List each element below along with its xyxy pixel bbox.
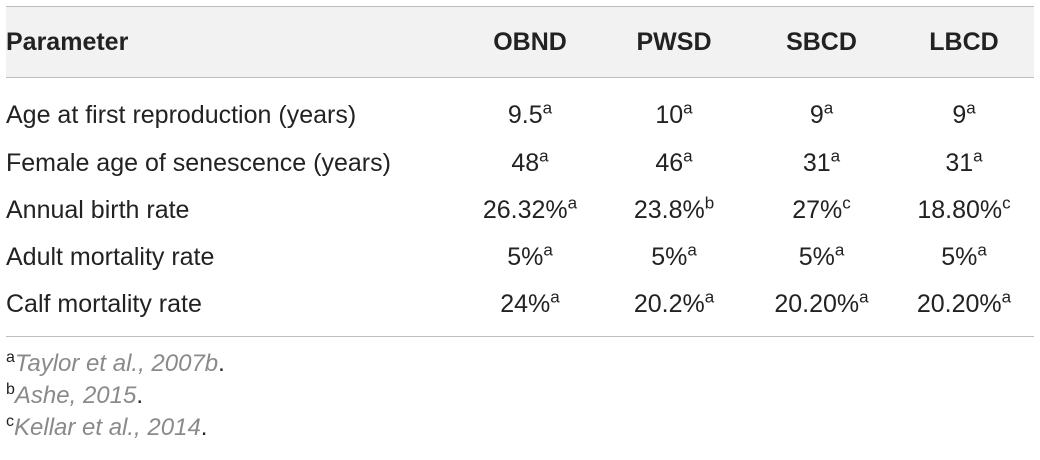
cell-footnote-mark: a [704,287,715,307]
cell-footnote-mark: a [683,98,693,118]
row-label: Age at first reproduction (years) [6,100,357,129]
table-row: Annual birth rate 26.32%a 23.8%b 27%c 18… [6,187,1034,234]
footnote-mark: b [6,381,15,398]
footnote-mark: a [6,349,15,366]
header-pwsd: PWSD [636,27,712,56]
table-cell: 18.80%c [894,187,1034,234]
row-label: Calf mortality rate [6,290,202,318]
cell-value: 20.20% [916,290,1002,318]
table-cell: 31a [749,140,894,187]
table-body: Age at first reproduction (years) 9.5a 1… [6,78,1034,337]
cell-footnote-mark: a [977,240,987,260]
header-parameter: Parameter [6,27,129,56]
table-footnotes: aTaylor et al., 2007b. bAshe, 2015. cKel… [6,348,225,444]
header-sbcd: SBCD [786,27,857,56]
table-cell: 10a [599,78,749,141]
table-cell: 48a [461,140,599,187]
table-row: Age at first reproduction (years) 9.5a 1… [6,78,1034,141]
cell-value: 5% [651,243,688,271]
cell-value: 31 [802,149,831,177]
cell-footnote-mark: a [830,146,841,166]
cell-value: 24% [500,290,551,318]
table-cell: 20.20%a [749,281,894,337]
cell-footnote-mark: a [543,240,553,260]
cell-footnote-mark: a [542,98,553,118]
table-cell: 5%a [894,234,1034,281]
cell-value: 5% [941,243,978,271]
table-cell: 31a [894,140,1034,187]
cell-value: 27% [792,196,843,224]
footnote-end: . [136,382,144,409]
cell-footnote-mark: a [539,146,549,166]
cell-footnote-mark: a [834,240,845,260]
header-obnd: OBND [493,27,567,56]
table-row: Female age of senescence (years) 48a 46a… [6,140,1034,187]
cell-footnote-mark: a [683,146,693,166]
table-cell: 26.32%a [461,187,599,234]
cell-value: 18.80% [917,196,1003,224]
cell-footnote-mark: a [966,98,976,118]
table-cell: 20.20%a [894,281,1034,337]
table-cell: 24%a [461,281,599,337]
table-cell: 9a [749,78,894,141]
table-cell: 5%a [749,234,894,281]
row-label: Annual birth rate [6,196,190,224]
cell-value: 9 [952,100,967,129]
cell-value: 31 [945,149,974,177]
cell-footnote-mark: b [704,193,715,213]
cell-footnote-mark: a [859,287,869,307]
table-cell: 46a [599,140,749,187]
footnote-end: . [218,350,225,377]
footnote-end: . [200,414,208,441]
cell-value: 20.2% [633,290,705,318]
cell-value: 23.8% [633,196,705,224]
footnote-a: aTaylor et al., 2007b. [6,348,225,380]
table-cell: 9a [894,78,1034,141]
cell-footnote-mark: a [973,146,983,166]
cell-footnote-mark: a [1001,287,1012,307]
parameter-table-container: Parameter OBND PWSD SBCD LBCD Age at fir… [6,6,1034,337]
table-cell: 5%a [461,234,599,281]
table-cell: 27%c [749,187,894,234]
cell-value: 5% [798,243,835,271]
cell-value: 20.20% [774,290,860,318]
cell-value: 5% [507,243,544,271]
table-cell: 5%a [599,234,749,281]
cell-footnote-mark: a [550,287,560,307]
cell-footnote-mark: a [823,98,834,118]
footnote-citation-link[interactable]: Kellar et al., 2014 [14,414,201,441]
footnote-c: cKellar et al., 2014. [6,412,225,444]
cell-value: 9 [809,100,824,129]
table-cell: 20.2%a [599,281,749,337]
header-lbcd: LBCD [929,27,999,56]
cell-value: 26.32% [482,196,568,224]
cell-value: 48 [511,149,540,177]
footnote-mark: c [6,413,14,430]
cell-footnote-mark: a [687,240,697,260]
cell-footnote-mark: c [1002,193,1011,213]
row-label: Adult mortality rate [6,243,215,271]
header-row: Parameter OBND PWSD SBCD LBCD [6,6,1034,78]
table-row: Adult mortality rate 5%a 5%a 5%a 5%a [6,234,1034,281]
cell-value: 9.5 [507,100,543,129]
table-cell: 9.5a [461,78,599,141]
footnote-b: bAshe, 2015. [6,380,225,412]
cell-footnote-mark: c [842,193,851,213]
footnote-citation-link[interactable]: Ashe, 2015 [14,382,137,409]
parameter-table: Parameter OBND PWSD SBCD LBCD Age at fir… [6,6,1034,337]
table-header: Parameter OBND PWSD SBCD LBCD [6,6,1034,78]
cell-value: 46 [655,149,684,177]
table-cell: 23.8%b [599,187,749,234]
table-row: Calf mortality rate 24%a 20.2%a 20.20%a … [6,281,1034,337]
cell-footnote-mark: a [567,193,578,213]
cell-value: 10 [655,100,684,129]
footnote-citation-link[interactable]: Taylor et al., 2007b [14,350,219,377]
row-label: Female age of senescence (years) [6,149,391,177]
